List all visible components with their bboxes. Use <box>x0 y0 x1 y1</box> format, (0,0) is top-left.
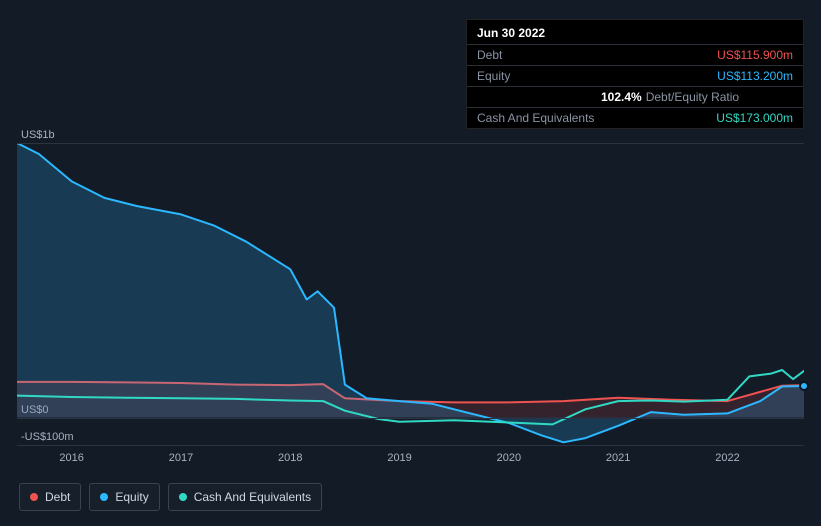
x-axis-tick-label: 2020 <box>497 452 521 464</box>
tooltip-row: Debt US$115.900m <box>467 44 803 65</box>
gridline <box>17 418 804 419</box>
x-axis-tick-label: 2016 <box>59 452 83 464</box>
chart-plot-area[interactable] <box>17 143 804 445</box>
hover-marker <box>799 381 809 391</box>
legend-dot-icon <box>179 493 187 501</box>
tooltip-row-label: Debt <box>477 48 502 62</box>
gridline <box>17 445 804 446</box>
tooltip-row-label: Equity <box>477 69 510 83</box>
x-axis-tick-label: 2018 <box>278 452 302 464</box>
gridline <box>17 143 804 144</box>
legend-item-label: Cash And Equivalents <box>194 490 311 504</box>
x-axis-tick-label: 2017 <box>169 452 193 464</box>
tooltip-row: 102.4%Debt/Equity Ratio <box>467 86 803 107</box>
legend-item-equity[interactable]: Equity <box>89 483 159 511</box>
tooltip-row: Cash And Equivalents US$173.000m <box>467 107 803 128</box>
x-axis-tick-label: 2022 <box>715 452 739 464</box>
tooltip-row: Equity US$113.200m <box>467 65 803 86</box>
chart-svg <box>17 143 804 445</box>
legend-item-debt[interactable]: Debt <box>19 483 81 511</box>
legend-item-label: Equity <box>115 490 148 504</box>
legend-item-cash[interactable]: Cash And Equivalents <box>168 483 322 511</box>
tooltip-ratio: 102.4%Debt/Equity Ratio <box>601 90 739 104</box>
legend-dot-icon <box>100 493 108 501</box>
hover-tooltip: Jun 30 2022 Debt US$115.900m Equity US$113.… <box>466 19 804 129</box>
y-axis-tick-label: US$1b <box>21 129 55 141</box>
tooltip-row-value: US$113.200m <box>717 69 793 83</box>
legend-dot-icon <box>30 493 38 501</box>
tooltip-row-value: US$115.900m <box>717 48 793 62</box>
x-axis-tick-label: 2021 <box>606 452 630 464</box>
legend-item-label: Debt <box>45 490 70 504</box>
legend: Debt Equity Cash And Equivalents <box>19 483 322 511</box>
x-axis-tick-label: 2019 <box>387 452 411 464</box>
tooltip-row-label: Cash And Equivalents <box>477 111 594 125</box>
chart-container: Jun 30 2022 Debt US$115.900m Equity US$113.… <box>0 0 821 526</box>
tooltip-row-value: US$173.000m <box>716 111 793 125</box>
tooltip-date: Jun 30 2022 <box>467 20 803 44</box>
